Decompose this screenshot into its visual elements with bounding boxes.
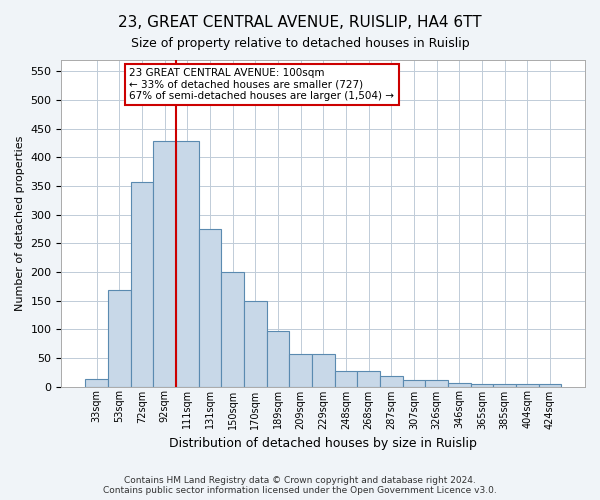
- Bar: [493, 384, 516, 386]
- Bar: [176, 142, 199, 386]
- Bar: [244, 301, 266, 386]
- Bar: [335, 371, 357, 386]
- Text: 23 GREAT CENTRAL AVENUE: 100sqm
← 33% of detached houses are smaller (727)
67% o: 23 GREAT CENTRAL AVENUE: 100sqm ← 33% of…: [130, 68, 394, 101]
- Bar: [153, 142, 176, 386]
- Bar: [539, 384, 561, 386]
- Bar: [380, 376, 403, 386]
- Text: Size of property relative to detached houses in Ruislip: Size of property relative to detached ho…: [131, 38, 469, 51]
- Bar: [108, 290, 131, 386]
- Bar: [266, 331, 289, 386]
- Bar: [221, 272, 244, 386]
- Bar: [131, 182, 153, 386]
- Bar: [289, 354, 312, 386]
- Bar: [516, 384, 539, 386]
- Bar: [403, 380, 425, 386]
- Bar: [470, 384, 493, 386]
- Bar: [199, 229, 221, 386]
- X-axis label: Distribution of detached houses by size in Ruislip: Distribution of detached houses by size …: [169, 437, 477, 450]
- Y-axis label: Number of detached properties: Number of detached properties: [15, 136, 25, 311]
- Bar: [425, 380, 448, 386]
- Text: 23, GREAT CENTRAL AVENUE, RUISLIP, HA4 6TT: 23, GREAT CENTRAL AVENUE, RUISLIP, HA4 6…: [118, 15, 482, 30]
- Bar: [312, 354, 335, 386]
- Text: Contains HM Land Registry data © Crown copyright and database right 2024.
Contai: Contains HM Land Registry data © Crown c…: [103, 476, 497, 495]
- Bar: [85, 379, 108, 386]
- Bar: [448, 383, 470, 386]
- Bar: [357, 371, 380, 386]
